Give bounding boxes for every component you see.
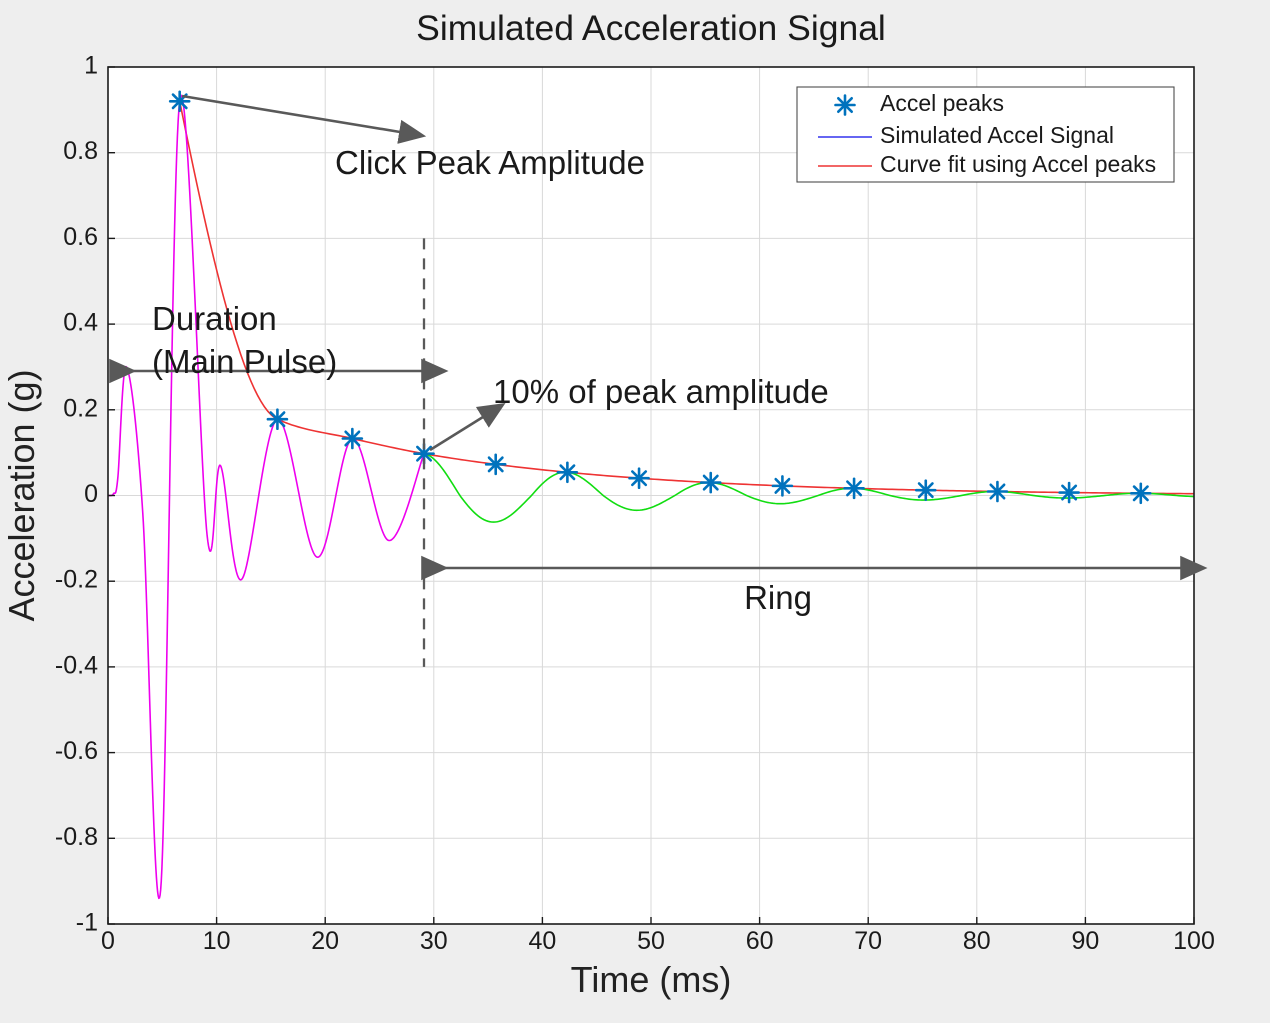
svg-text:70: 70 (854, 927, 882, 955)
svg-text:1: 1 (84, 52, 98, 80)
svg-text:0.8: 0.8 (63, 137, 98, 165)
svg-text:0: 0 (101, 927, 115, 955)
svg-text:Ring: Ring (744, 579, 812, 616)
svg-text:100: 100 (1173, 927, 1215, 955)
svg-text:0.2: 0.2 (63, 394, 98, 422)
svg-text:Click Peak Amplitude: Click Peak Amplitude (335, 144, 645, 181)
svg-text:30: 30 (420, 927, 448, 955)
svg-text:90: 90 (1071, 927, 1099, 955)
svg-text:-0.8: -0.8 (55, 823, 98, 851)
svg-text:Curve fit using Accel peaks: Curve fit using Accel peaks (880, 151, 1156, 177)
svg-text:-1: -1 (76, 909, 98, 937)
svg-text:50: 50 (637, 927, 665, 955)
svg-text:60: 60 (746, 927, 774, 955)
svg-text:Simulated Acceleration Signal: Simulated Acceleration Signal (416, 8, 886, 48)
svg-text:Accel peaks: Accel peaks (880, 90, 1004, 116)
svg-text:0.4: 0.4 (63, 309, 98, 337)
svg-text:Acceleration (g): Acceleration (g) (1, 369, 42, 621)
svg-text:0.6: 0.6 (63, 223, 98, 251)
svg-text:10% of peak amplitude: 10% of peak amplitude (493, 373, 829, 410)
svg-text:80: 80 (963, 927, 991, 955)
svg-text:Time (ms): Time (ms) (571, 959, 732, 1000)
svg-text:40: 40 (528, 927, 556, 955)
svg-text:0: 0 (84, 480, 98, 508)
svg-text:(Main Pulse): (Main Pulse) (152, 343, 337, 380)
svg-text:20: 20 (311, 927, 339, 955)
svg-text:10: 10 (203, 927, 231, 955)
svg-text:-0.6: -0.6 (55, 737, 98, 765)
svg-text:-0.2: -0.2 (55, 566, 98, 594)
svg-text:-0.4: -0.4 (55, 651, 98, 679)
svg-text:Duration: Duration (152, 300, 277, 337)
svg-text:Simulated Accel Signal: Simulated Accel Signal (880, 122, 1114, 148)
